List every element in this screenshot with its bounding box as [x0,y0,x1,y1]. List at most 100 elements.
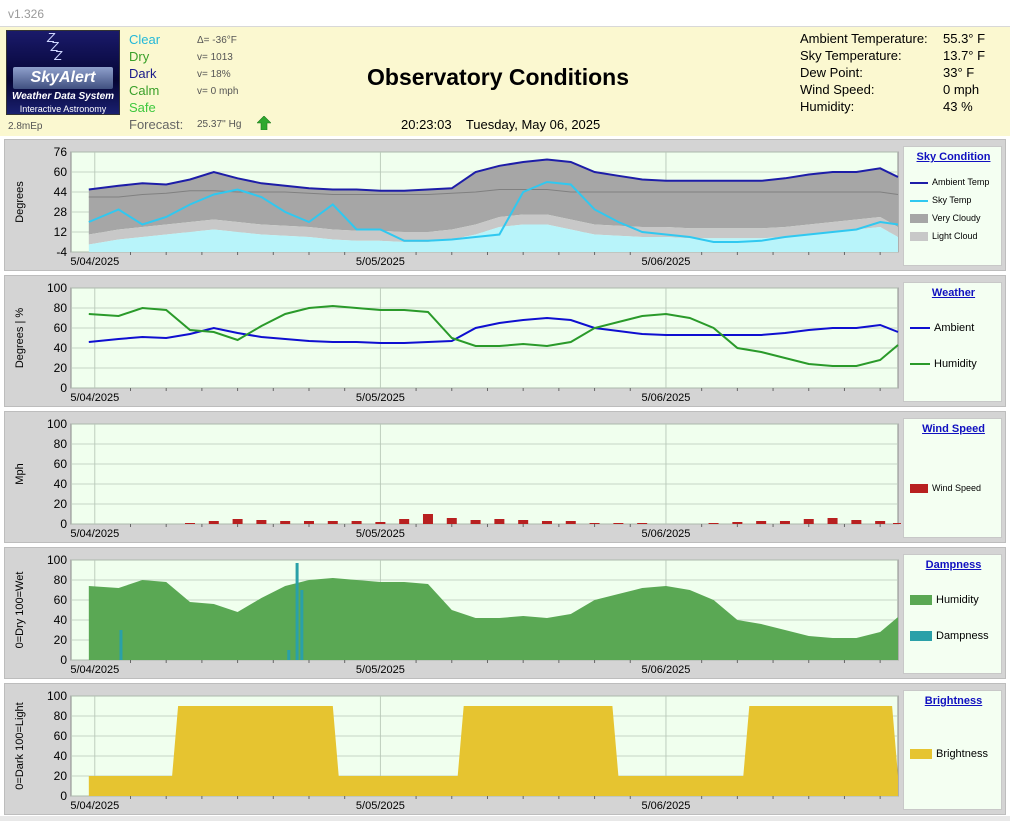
x-tick-label: 5/06/2025 [641,256,690,268]
x-tick-label: 5/06/2025 [641,800,690,812]
wind-speed-bar [708,523,719,524]
legend-label: Humidity [936,594,979,606]
legend-title: Wind Speed [922,423,985,435]
logo-tagline: Interactive Astronomy [19,104,107,114]
wind-speed-bar [422,514,433,524]
wind-speed-bar [327,521,338,524]
legend-swatch [910,214,928,224]
x-tick-label: 5/05/2025 [356,800,405,812]
status-header: Z Z Z SkyAlert Weather Data System Inter… [0,27,1010,136]
legend-swatch [910,232,928,242]
x-tick-label: 5/06/2025 [641,392,690,404]
condition-dark-value: v= 18% [197,69,231,80]
dew-point-value: 33° F [943,65,975,80]
wind-speed-bar [518,520,529,524]
y-tick-label: 28 [54,205,68,219]
legend-swatch [910,484,928,494]
condition-clear: Clear [129,32,161,47]
condition-calm: Calm [129,83,160,98]
x-tick-label: 5/04/2025 [70,528,119,540]
wind-speed-bar [613,523,624,524]
x-tick-label: 5/05/2025 [356,392,405,404]
x-tick-label: 5/05/2025 [356,664,405,676]
legend-title: Dampness [925,559,982,571]
sky-condition-panel: -4 12 28 44 60 76 5/04/2025 5/05/2025 5/06/2025 D… [4,139,1006,271]
y-tick-label: 60 [54,593,68,607]
y-axis-label: 0=Dark 100=Light [14,702,26,789]
dampness-spike [300,590,304,660]
humidity-label: Humidity: [800,99,855,114]
wind-speed-legend: Wind Speed Wind Speed [903,418,1002,538]
dampness-panel: 0 20 40 60 80 100 5/04/2025 5/05/2025 5/06/2025 0… [4,547,1006,679]
sky-condition-chart: -4 12 28 44 60 76 5/04/2025 5/05/2025 5/06/2025 D… [14,145,899,268]
legend-light-cloud: Light Cloud [910,231,978,242]
up-arrow-icon [257,116,271,130]
page-title: Observatory Conditions [367,64,629,90]
y-tick-label: 100 [47,553,67,567]
y-tick-label: 0 [60,653,67,667]
wind-speed-bar [803,519,814,524]
y-tick-label: 0 [60,789,67,803]
legend-very-cloudy: Very Cloudy [910,213,981,224]
brightness-area [88,706,899,796]
legend-swatch [910,199,928,202]
wind-speed-bar [565,521,576,524]
legend-wind-speed: Wind Speed [910,483,982,494]
dampness-spike [119,630,123,660]
sky-temp-fill [88,224,899,252]
condition-dry-value: v= 1013 [197,52,233,63]
legend-title: Brightness [924,695,983,707]
logo-zz-mark: Z Z Z [47,30,63,63]
condition-clear-value: Δ= -36°F [197,35,237,46]
y-tick-label: 40 [54,749,68,763]
dew-point-label: Dew Point: [800,65,863,80]
x-tick-label: 5/05/2025 [356,256,405,268]
forecast-value: 25.37'' Hg [197,119,242,130]
legend-title: Sky Condition [916,151,991,163]
wind-speed-panel: 0 20 40 60 80 100 5/04/2025 5/05/2025 5/06/2025 M… [4,411,1006,543]
legend-label: Wind Speed [932,483,982,493]
humidity-line [88,304,899,367]
legend-humidity: Humidity [910,358,977,370]
condition-calm-value: v= 0 mph [197,86,239,97]
legend-swatch [910,749,932,760]
legend-label: Very Cloudy [932,213,981,223]
sky-temp-value: 13.7° F [943,48,986,63]
wind-speed-bar [399,519,410,524]
y-tick-label: 20 [54,497,68,511]
plot-area [70,423,899,525]
y-tick-label: 20 [54,361,68,375]
y-axis-label: 0=Dry 100=Wet [14,572,26,649]
brightness-legend: Brightness Brightness [903,690,1002,810]
wind-speed-bar [208,521,219,524]
y-tick-label: 20 [54,633,68,647]
legend-sky-temp: Sky Temp [910,195,971,205]
y-tick-label: 80 [54,301,68,315]
y-axis-label: Degrees [14,181,26,223]
wind-speed-bar [470,520,481,524]
very-cloudy-area [88,159,899,235]
plot-area [70,287,899,389]
current-datetime: 20:23:03 Tuesday, May 06, 2025 [401,117,600,132]
wind-speed-label: Wind Speed: [800,82,875,97]
y-tick-label: 76 [54,145,68,159]
legend-label: Ambient Temp [932,177,990,187]
y-tick-label: 0 [60,381,67,395]
brightness-panel: 0 20 40 60 80 100 5/04/2025 5/05/2025 5/06/2025 0… [4,683,1006,815]
wind-speed-bar [184,523,195,524]
ambient-line [88,316,899,344]
logo-subtitle: Weather Data System [11,91,115,102]
legend-label: Humidity [934,358,977,370]
dampness-chart: 0 20 40 60 80 100 5/04/2025 5/05/2025 5/06/2025 0… [14,553,899,676]
wind-speed-bar [779,521,790,524]
dampness-legend: Dampness Humidity Dampness [903,554,1002,674]
condition-safe: Safe [129,100,156,115]
y-tick-label: 60 [54,165,68,179]
y-tick-label: -4 [56,245,67,259]
y-tick-label: 20 [54,769,68,783]
y-tick-label: 60 [54,457,68,471]
wind-speed-bar [303,521,314,524]
legend-label: Dampness [936,630,989,642]
wind-speed-bar [280,521,291,524]
y-tick-label: 80 [54,573,68,587]
